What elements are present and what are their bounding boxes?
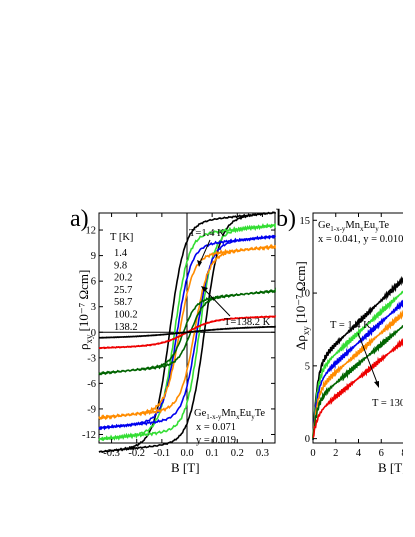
ylabel-b-main: Δρ — [293, 335, 308, 350]
panel-a-ylabel: ρxy [10⁻⁷ Ωcm] — [76, 270, 94, 350]
legend-entry-6: 138.2 — [114, 322, 138, 333]
comp-b-ge: Ge — [318, 220, 331, 231]
legend-entry-3: 25.7 — [114, 285, 132, 296]
panel-a-ticks — [99, 213, 275, 443]
xtick-label-a: -0.1 — [154, 448, 171, 459]
annotation-t-high: T=138.2 K — [224, 317, 271, 328]
annotation-t-low-arrow — [198, 239, 211, 266]
panel-b-xlabel: B [T] — [378, 460, 407, 475]
panel-b-series — [312, 273, 409, 440]
ytick-label-a: 0 — [91, 328, 96, 339]
ytick-label-a: 6 — [91, 277, 96, 288]
ylabel-a-unit: [10⁻⁷ Ωcm] — [76, 270, 91, 332]
panel-a-composition: Ge1-x-yMnxEuyTe x = 0.071 y = 0.019 — [194, 408, 265, 446]
svg-text:Ge1-x-yMnxEuyTe: Ge1-x-yMnxEuyTe — [318, 220, 389, 233]
xtick-label-a: 0.0 — [180, 448, 193, 459]
panel-b-composition: Ge1-x-yMnxEuyTe x = 0.041, y = 0.010 — [318, 220, 403, 245]
panel-b-frame — [312, 212, 415, 444]
ytick-label-b: 15 — [300, 216, 311, 227]
ytick-label-a: 9 — [91, 251, 96, 262]
panel-a-xlabel: B [T] — [171, 460, 200, 475]
comp-a-ge: Ge — [194, 408, 207, 419]
comp-a-sub2: x — [236, 413, 240, 421]
comp-a-sub3: y — [251, 413, 255, 421]
legend-entry-4: 58.7 — [114, 297, 132, 308]
annotation-b-arrow — [357, 332, 379, 386]
series-b-5 — [312, 335, 409, 439]
legend-entry-0: 1.4 — [114, 248, 128, 259]
series-a-100_2 — [98, 315, 276, 350]
panel-b-letter: b) — [276, 206, 296, 232]
ytick-label-a: 3 — [91, 302, 96, 313]
panel-a-letter: a) — [70, 206, 89, 232]
panel-a-tick-labels: -0.3 -0.2 -0.1 0.0 0.1 0.2 0.3 -12 -9 -6 -3 0 3 6 9 12 — [82, 226, 269, 459]
ytick-label-b: 0 — [305, 434, 310, 445]
ytick-label-a: -9 — [87, 404, 96, 415]
crop-mask — [403, 205, 415, 485]
annotation-t-high-arrow — [202, 287, 231, 317]
ylabel-a-sub: xy — [84, 334, 94, 344]
ytick-label-a: -6 — [87, 379, 96, 390]
annotation-b-high: T = 130 K — [372, 398, 415, 409]
comp-a-sub1: 1-x-y — [206, 413, 222, 421]
ytick-label-a: 12 — [86, 226, 97, 237]
xtick-label-b: 0 — [310, 448, 315, 459]
xtick-label-b: 2 — [333, 448, 338, 459]
comp-b-te: Te — [379, 220, 390, 231]
xtick-label-a: 0.2 — [231, 448, 244, 459]
legend-entry-2: 20.2 — [114, 273, 132, 284]
panel-a-series — [98, 211, 276, 453]
ytick-label-a: -3 — [87, 353, 96, 364]
comp-a-te: Te — [255, 408, 266, 419]
legend-title: T [K] — [110, 232, 133, 243]
comp-b-mn: Mn — [345, 220, 360, 231]
annotation-b-low: T = 1.4 K — [330, 320, 371, 331]
series-b-3 — [312, 308, 409, 439]
legend-entry-1: 9.8 — [114, 260, 127, 271]
series-a-25_7 — [98, 243, 276, 421]
series-a-138_2 — [98, 325, 276, 339]
ytick-label-b: 10 — [300, 289, 311, 300]
legend-entry-5: 100.2 — [114, 310, 138, 321]
xtick-label-a: -0.3 — [103, 448, 120, 459]
arrow-head-low — [197, 260, 202, 267]
comp-b-sub1: 1-x-y — [330, 225, 346, 233]
ylabel-b-unit: [10⁻⁷ Ωcm] — [293, 261, 308, 323]
series-b-2 — [312, 293, 409, 440]
comp-a-mn: Mn — [221, 408, 236, 419]
xtick-label-a: 0.1 — [206, 448, 219, 459]
ytick-label-a: -12 — [82, 430, 96, 441]
comp-b-sub2: x — [360, 225, 364, 233]
ylabel-b-sub: xy — [301, 326, 311, 336]
panel-b-ylabel: Δρxy [10⁻⁷ Ωcm] — [293, 261, 311, 350]
comp-a-x: x = 0.071 — [196, 422, 236, 433]
comp-b-xy: x = 0.041, y = 0.010 — [318, 234, 403, 245]
series-b-4 — [312, 320, 409, 440]
xtick-label-b: 6 — [379, 448, 384, 459]
series-a-9_8 — [98, 222, 276, 442]
ytick-label-b: 5 — [305, 361, 310, 372]
arrow-head-b — [374, 381, 379, 388]
comp-b-eu: Eu — [364, 220, 376, 231]
series-a-58_7 — [98, 287, 276, 376]
annotation-t-low: T=1.4 K — [189, 228, 225, 239]
comp-a-eu: Eu — [240, 408, 252, 419]
ylabel-a-main: ρ — [76, 344, 91, 351]
series-b-0 — [312, 273, 409, 439]
svg-text:Ge1-x-yMnxEuyTe: Ge1-x-yMnxEuyTe — [194, 408, 265, 421]
comp-a-y: y = 0.019 — [196, 435, 236, 446]
series-a-20_2 — [98, 234, 276, 431]
xtick-label-a: -0.2 — [128, 448, 145, 459]
xtick-label-a: 0.3 — [256, 448, 269, 459]
arrow-head-high — [201, 286, 208, 292]
series-a-1_4 — [98, 211, 276, 453]
series-b-1 — [312, 285, 409, 437]
xtick-label-b: 4 — [356, 448, 362, 459]
comp-b-sub3: y — [375, 225, 379, 233]
